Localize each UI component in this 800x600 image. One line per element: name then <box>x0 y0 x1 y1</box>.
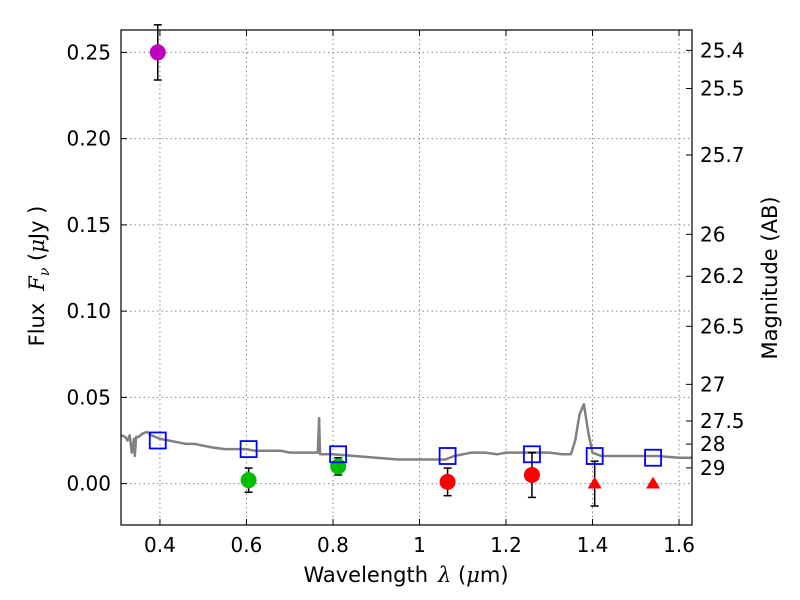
y2-tick-label: 27.5 <box>700 409 745 433</box>
axis-ticks: 0.4 0.6 0.8 1 1.2 1.4 1.6 0.00 0.05 0.10 0.15 0.20 0… <box>66 30 745 557</box>
observed-upper-limit-marker <box>646 476 661 489</box>
x-tick-label: 1.6 <box>663 533 695 557</box>
spectrum-line <box>120 403 692 461</box>
model-point-marker <box>438 447 457 465</box>
y2-tick-label: 25.4 <box>700 38 745 62</box>
observed-point-marker <box>330 458 347 475</box>
x-axis-title: Wavelength λ (μm) <box>303 563 508 587</box>
x-tick-label: 1 <box>413 533 426 557</box>
y2-tick-label: 26.2 <box>700 264 745 288</box>
y2-tick-label: 28 <box>700 432 725 456</box>
y-tick-label: 0.05 <box>66 385 111 409</box>
model-point-marker <box>148 431 167 450</box>
observed-point-marker <box>240 472 257 489</box>
y2-tick-label: 25.5 <box>700 76 745 100</box>
model-point-marker <box>523 445 541 464</box>
spectrum-series <box>120 403 692 461</box>
x-tick-label: 0.4 <box>144 533 176 557</box>
y2-tick-label: 26.5 <box>700 314 745 338</box>
y-tick-label: 0.20 <box>66 127 111 151</box>
observed-point-marker <box>523 466 540 483</box>
model-point-marker <box>644 448 662 467</box>
y2-tick-label: 29 <box>700 456 725 480</box>
x-tick-label: 0.8 <box>317 533 349 557</box>
observed-upper-limit-marker <box>587 476 602 489</box>
observed-point-marker <box>149 44 166 61</box>
plot-frame <box>120 29 693 526</box>
y-tick-label: 0.25 <box>66 40 111 64</box>
model-point-marker <box>585 447 604 465</box>
x-tick-label: 1.2 <box>490 533 522 557</box>
y2-tick-label: 26 <box>700 222 725 246</box>
model-point-marker <box>329 445 348 464</box>
y2-tick-label: 27 <box>700 372 725 396</box>
model-points <box>148 431 662 467</box>
x-tick-label: 0.6 <box>231 533 263 557</box>
x-tick-label: 1.4 <box>577 533 609 557</box>
y-tick-label: 0.10 <box>66 299 111 323</box>
y-axis-title: FluxFν (μJy ) <box>25 206 53 347</box>
y-tick-label: 0.00 <box>66 472 111 496</box>
y2-tick-label: 25.7 <box>700 143 745 167</box>
model-point-marker <box>239 440 258 459</box>
y-tick-label: 0.15 <box>66 213 111 237</box>
y2-axis-title: Magnitude (AB) <box>758 196 782 359</box>
observed-point-marker <box>439 473 456 490</box>
grid <box>121 30 692 525</box>
